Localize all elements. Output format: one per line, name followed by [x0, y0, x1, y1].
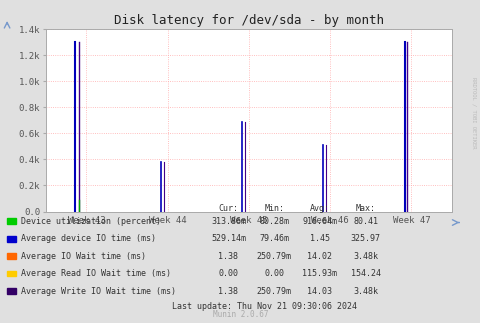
- Text: 154.24: 154.24: [350, 269, 380, 278]
- Text: Min:: Min:: [264, 204, 284, 213]
- Text: 14.02: 14.02: [307, 252, 332, 261]
- Text: 14.03: 14.03: [307, 287, 332, 296]
- Text: Average Write IO Wait time (ms): Average Write IO Wait time (ms): [21, 287, 175, 296]
- Text: Average Read IO Wait time (ms): Average Read IO Wait time (ms): [21, 269, 170, 278]
- Text: 0.00: 0.00: [218, 269, 238, 278]
- Text: 325.97: 325.97: [350, 234, 380, 243]
- Text: Last update: Thu Nov 21 09:30:06 2024: Last update: Thu Nov 21 09:30:06 2024: [172, 302, 356, 311]
- Text: 529.14m: 529.14m: [211, 234, 245, 243]
- Text: Average IO Wait time (ms): Average IO Wait time (ms): [21, 252, 145, 261]
- Text: 250.79m: 250.79m: [256, 287, 291, 296]
- Text: 80.28m: 80.28m: [259, 217, 288, 226]
- Text: Munin 2.0.67: Munin 2.0.67: [212, 310, 268, 319]
- Text: 0.00: 0.00: [264, 269, 284, 278]
- Text: 80.41: 80.41: [352, 217, 377, 226]
- Text: 1.45: 1.45: [309, 234, 329, 243]
- Text: 79.46m: 79.46m: [259, 234, 288, 243]
- Text: Average device IO time (ms): Average device IO time (ms): [21, 234, 156, 243]
- Text: 3.48k: 3.48k: [352, 252, 377, 261]
- Text: 115.93m: 115.93m: [302, 269, 336, 278]
- Text: 3.48k: 3.48k: [352, 287, 377, 296]
- Text: RRDTOOL / TOBI OETIKER: RRDTOOL / TOBI OETIKER: [470, 77, 475, 149]
- Text: 916.64m: 916.64m: [302, 217, 336, 226]
- Text: 313.86m: 313.86m: [211, 217, 245, 226]
- Text: Max:: Max:: [355, 204, 375, 213]
- Text: Avg:: Avg:: [309, 204, 329, 213]
- Text: 250.79m: 250.79m: [256, 252, 291, 261]
- Text: Cur:: Cur:: [218, 204, 238, 213]
- Text: 1.38: 1.38: [218, 287, 238, 296]
- Text: Device utilization (percent): Device utilization (percent): [21, 217, 160, 226]
- Title: Disk latency for /dev/sda - by month: Disk latency for /dev/sda - by month: [114, 14, 383, 26]
- Text: 1.38: 1.38: [218, 252, 238, 261]
